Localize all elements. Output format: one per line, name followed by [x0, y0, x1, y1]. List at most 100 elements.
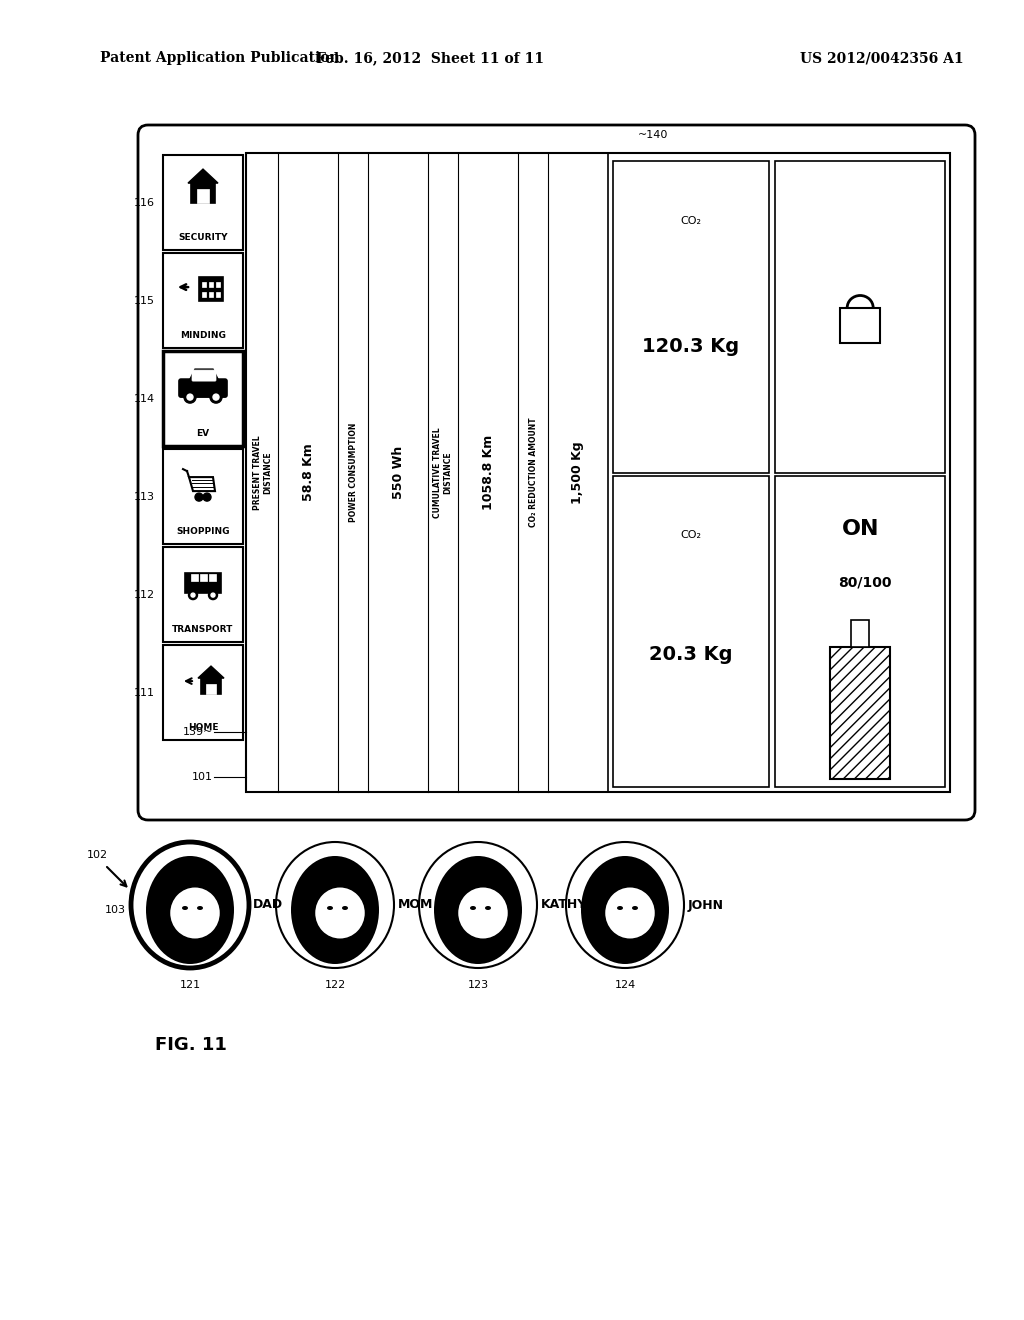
- Text: 121: 121: [179, 979, 201, 990]
- Ellipse shape: [182, 906, 188, 909]
- FancyBboxPatch shape: [138, 125, 975, 820]
- Text: ON: ON: [842, 519, 879, 539]
- Text: 1,500 Kg: 1,500 Kg: [571, 441, 585, 504]
- Circle shape: [195, 494, 203, 502]
- Text: 123: 123: [467, 979, 488, 990]
- Text: 139~: 139~: [182, 727, 213, 737]
- Text: Patent Application Publication: Patent Application Publication: [100, 51, 340, 65]
- Ellipse shape: [170, 887, 220, 939]
- Text: CO₂ REDUCTION AMOUNT: CO₂ REDUCTION AMOUNT: [528, 417, 538, 527]
- Circle shape: [184, 391, 196, 403]
- Text: 80/100: 80/100: [839, 576, 892, 590]
- Ellipse shape: [197, 906, 203, 909]
- Bar: [830, 647, 890, 779]
- Text: 114: 114: [134, 393, 155, 404]
- Ellipse shape: [342, 906, 348, 909]
- Bar: [202, 292, 206, 297]
- Text: 1058.8 Km: 1058.8 Km: [481, 434, 495, 510]
- Ellipse shape: [327, 906, 333, 909]
- Text: JOHN: JOHN: [688, 899, 724, 912]
- Text: MOM: MOM: [398, 899, 433, 912]
- Text: 101: 101: [193, 772, 213, 781]
- Text: 113: 113: [134, 491, 155, 502]
- Bar: [201, 678, 221, 694]
- Text: PRESENT TRAVEL
DISTANCE: PRESENT TRAVEL DISTANCE: [253, 436, 272, 510]
- Bar: [246, 153, 950, 792]
- Polygon shape: [198, 667, 224, 678]
- Text: HOME: HOME: [187, 723, 218, 733]
- Text: POWER CONSUMPTION: POWER CONSUMPTION: [348, 422, 357, 523]
- Ellipse shape: [566, 842, 684, 968]
- Circle shape: [209, 590, 217, 599]
- Ellipse shape: [131, 842, 249, 968]
- Bar: [199, 277, 223, 301]
- Text: 102: 102: [86, 850, 108, 861]
- Bar: [191, 183, 215, 203]
- Ellipse shape: [581, 855, 669, 964]
- Text: 103: 103: [104, 906, 126, 915]
- Text: 124: 124: [614, 979, 636, 990]
- FancyBboxPatch shape: [179, 379, 227, 397]
- Polygon shape: [188, 169, 218, 183]
- Ellipse shape: [315, 887, 365, 939]
- Bar: [209, 292, 213, 297]
- Ellipse shape: [617, 906, 623, 909]
- Bar: [163, 546, 243, 642]
- Bar: [197, 189, 209, 203]
- Circle shape: [187, 395, 193, 400]
- Bar: [163, 449, 243, 544]
- Bar: [840, 308, 881, 343]
- Bar: [206, 684, 216, 694]
- Bar: [191, 574, 198, 581]
- Text: SECURITY: SECURITY: [178, 234, 227, 243]
- FancyBboxPatch shape: [193, 370, 216, 381]
- Text: FIG. 11: FIG. 11: [155, 1036, 227, 1053]
- Text: DAD: DAD: [253, 899, 283, 912]
- Bar: [613, 161, 769, 473]
- Bar: [216, 292, 220, 297]
- Text: KATHY: KATHY: [541, 899, 587, 912]
- Ellipse shape: [470, 906, 476, 909]
- Circle shape: [213, 395, 219, 400]
- Text: CUMULATIVE TRAVEL
DISTANCE: CUMULATIVE TRAVEL DISTANCE: [433, 428, 453, 517]
- Ellipse shape: [146, 855, 234, 964]
- Ellipse shape: [419, 842, 537, 968]
- Bar: [202, 282, 206, 286]
- Text: 550 Wh: 550 Wh: [391, 446, 404, 499]
- Ellipse shape: [434, 855, 522, 964]
- Bar: [851, 620, 869, 647]
- Bar: [216, 282, 220, 286]
- Bar: [775, 475, 945, 787]
- Bar: [163, 645, 243, 741]
- Circle shape: [210, 391, 222, 403]
- Bar: [163, 351, 243, 446]
- Ellipse shape: [459, 887, 508, 939]
- Ellipse shape: [291, 855, 379, 964]
- Text: Feb. 16, 2012  Sheet 11 of 11: Feb. 16, 2012 Sheet 11 of 11: [316, 51, 544, 65]
- Bar: [209, 574, 216, 581]
- Bar: [209, 282, 213, 286]
- Bar: [185, 573, 221, 593]
- Text: SHOPPING: SHOPPING: [176, 528, 229, 536]
- Bar: [613, 475, 769, 787]
- Text: US 2012/0042356 A1: US 2012/0042356 A1: [800, 51, 964, 65]
- Text: 20.3 Kg: 20.3 Kg: [649, 645, 732, 664]
- Circle shape: [211, 593, 215, 597]
- Bar: [163, 154, 243, 249]
- Bar: [775, 161, 945, 473]
- Text: 122: 122: [325, 979, 346, 990]
- Text: 120.3 Kg: 120.3 Kg: [642, 337, 739, 356]
- Text: CO₂: CO₂: [680, 216, 701, 226]
- Circle shape: [191, 593, 195, 597]
- Text: CO₂: CO₂: [680, 531, 701, 540]
- Bar: [200, 574, 207, 581]
- Text: 112: 112: [134, 590, 155, 599]
- Ellipse shape: [485, 906, 490, 909]
- Ellipse shape: [276, 842, 394, 968]
- Text: 111: 111: [134, 688, 155, 697]
- Text: 116: 116: [134, 198, 155, 207]
- Text: 115: 115: [134, 296, 155, 305]
- Ellipse shape: [605, 887, 654, 939]
- Ellipse shape: [632, 906, 638, 909]
- Bar: [163, 253, 243, 348]
